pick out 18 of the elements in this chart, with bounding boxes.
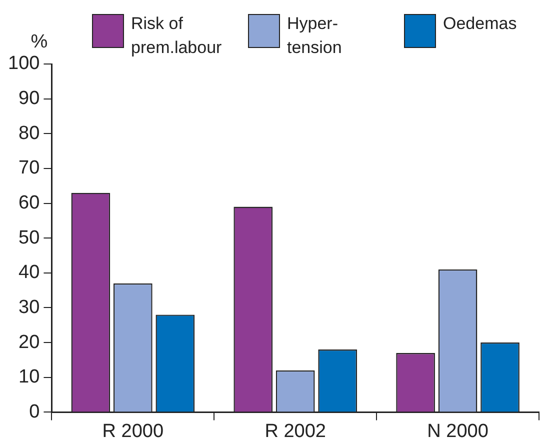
legend-label: Oedemas	[443, 13, 517, 35]
y-tick-label: 30	[18, 296, 40, 318]
y-tick-label: 80	[18, 122, 40, 144]
y-tick-label: 70	[18, 158, 40, 179]
legend-label: Hyper- tension	[287, 13, 342, 59]
y-tick-label: 40	[18, 262, 40, 284]
y-tick-label: 0	[29, 401, 40, 422]
y-axis-title: %	[30, 32, 48, 53]
y-tick-label: 60	[18, 192, 40, 214]
y-tick-label: 90	[18, 88, 40, 110]
x-tick-label: N 2000	[427, 420, 488, 442]
y-tick-label: 100	[8, 53, 40, 74]
x-tick-label: R 2002	[264, 420, 326, 442]
y-tick-label: 50	[18, 227, 40, 248]
legend-label: Risk of prem.labour	[131, 13, 222, 59]
x-tick-label: R 2000	[102, 420, 164, 442]
y-tick-label: 10	[18, 366, 40, 388]
y-tick-label: 20	[18, 332, 40, 353]
